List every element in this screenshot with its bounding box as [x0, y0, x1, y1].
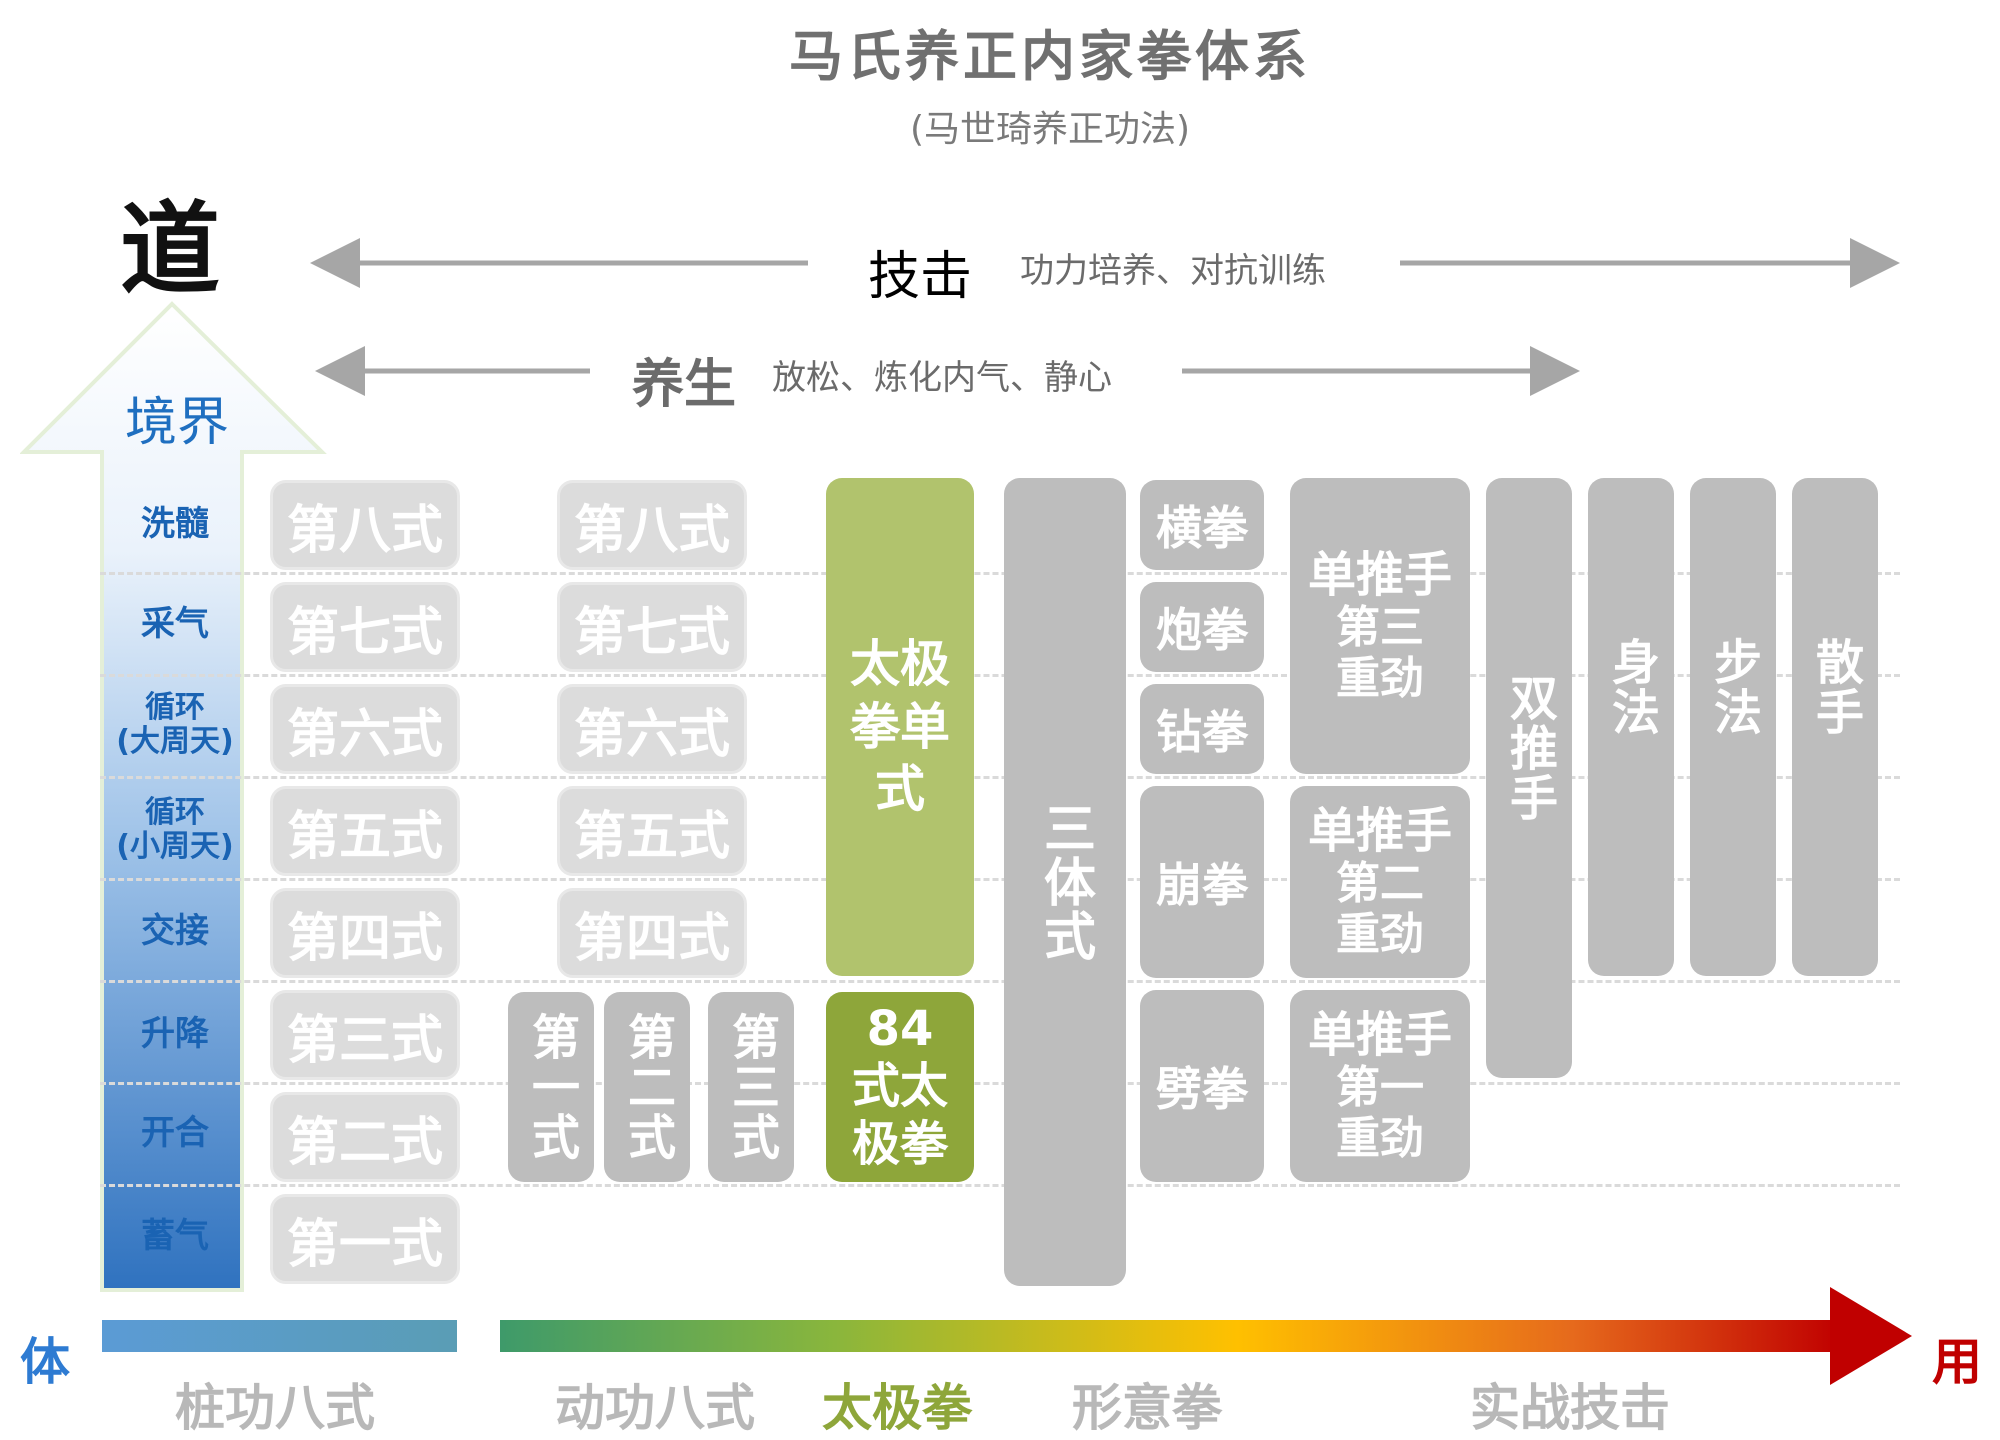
yong-arrow	[500, 1287, 1912, 1385]
quan-block: 劈拳	[1140, 990, 1264, 1182]
level-label: 蓄气	[141, 1216, 209, 1257]
bottom-category: 桩功八式	[175, 1379, 375, 1437]
donggong-low-block: 第二式	[604, 992, 690, 1182]
yangsheng-title: 养生	[632, 355, 737, 415]
guide-line	[100, 776, 1900, 779]
zhuanggong-block: 第一式	[270, 1194, 460, 1284]
tuishou-unit: 重劲	[1336, 908, 1424, 960]
quan-block: 横拳	[1140, 480, 1264, 570]
donggong-block: 第五式	[557, 786, 747, 876]
level-label: 开合	[141, 1113, 209, 1154]
yangsheng-desc: 放松、炼化内气、静心	[772, 358, 1112, 398]
taiji-single-block: 太极拳单式	[826, 478, 974, 976]
tuishou-title: 单推手	[1307, 546, 1452, 603]
donggong-block: 第六式	[557, 684, 747, 774]
sanshou-block: 散手	[1792, 478, 1878, 976]
tuishou-block: 单推手 第二 重劲	[1290, 786, 1470, 978]
guide-line	[100, 572, 1900, 575]
jiji-title: 技击	[868, 247, 973, 307]
dao-character: 道	[120, 190, 220, 308]
tuishou-block: 单推手 第三 重劲	[1290, 478, 1470, 774]
donggong-low-block: 第三式	[708, 992, 794, 1182]
guide-line	[100, 1082, 1900, 1085]
zhuanggong-block: 第八式	[270, 480, 460, 570]
shenfa-block: 身法	[1588, 478, 1674, 976]
santi-block: 三体式	[1004, 478, 1126, 1286]
zhuanggong-block: 第六式	[270, 684, 460, 774]
guide-line	[100, 674, 1900, 677]
bottom-category: 太极拳	[822, 1379, 972, 1437]
guide-line	[100, 1184, 1900, 1187]
donggong-block: 第四式	[557, 888, 747, 978]
realm-title: 境界	[124, 393, 229, 453]
donggong-low-block: 第一式	[508, 992, 594, 1182]
range-arrows	[310, 238, 1900, 396]
quan-block: 崩拳	[1140, 786, 1264, 978]
quan-block: 钻拳	[1140, 684, 1264, 774]
level-label: 升降	[141, 1014, 209, 1055]
donggong-block: 第八式	[557, 480, 747, 570]
bottom-category: 动功八式	[555, 1379, 755, 1437]
zhuanggong-block: 第二式	[270, 1092, 460, 1182]
jiji-desc: 功力培养、对抗训练	[1020, 251, 1326, 291]
guide-line	[100, 980, 1900, 983]
bottom-category: 形意拳	[1072, 1379, 1222, 1437]
level-label: 洗髓	[141, 504, 209, 545]
page-subtitle: (马世琦养正功法)	[909, 109, 1191, 150]
tuishou-unit: 重劲	[1336, 1112, 1424, 1164]
tuishou-title: 单推手	[1307, 1006, 1452, 1063]
tuishou-title: 单推手	[1307, 802, 1452, 859]
level-label: 交接	[141, 911, 209, 952]
tuishou-sub: 第二	[1336, 858, 1424, 909]
level-label: 循环 (大周天)	[116, 689, 234, 759]
tuishou-sub: 第一	[1336, 1062, 1424, 1113]
zhuanggong-block: 第七式	[270, 582, 460, 672]
zhuanggong-block: 第五式	[270, 786, 460, 876]
bottom-category: 实战技击	[1470, 1379, 1670, 1437]
tuishou-block: 单推手 第一 重劲	[1290, 990, 1470, 1182]
taiji-84-block: 84式太极拳	[826, 992, 974, 1182]
bufa-block: 步法	[1690, 478, 1776, 976]
tuishou-unit: 重劲	[1336, 652, 1424, 704]
guide-line	[100, 878, 1900, 881]
page-title: 马氏养正内家拳体系	[789, 24, 1311, 88]
realm-arrow	[20, 301, 327, 1292]
shuangtuishou-block: 双推手	[1486, 478, 1572, 1078]
quan-block: 炮拳	[1140, 582, 1264, 672]
zhuanggong-block: 第三式	[270, 990, 460, 1080]
yong-label: 用	[1932, 1333, 1982, 1391]
ti-label: 体	[20, 1333, 70, 1391]
tuishou-sub: 第三	[1336, 602, 1424, 653]
level-label: 循环 (小周天)	[116, 794, 234, 864]
level-label: 采气	[141, 604, 209, 645]
zhuanggong-block: 第四式	[270, 888, 460, 978]
zhuanggong-bar	[102, 1320, 457, 1352]
donggong-block: 第七式	[557, 582, 747, 672]
